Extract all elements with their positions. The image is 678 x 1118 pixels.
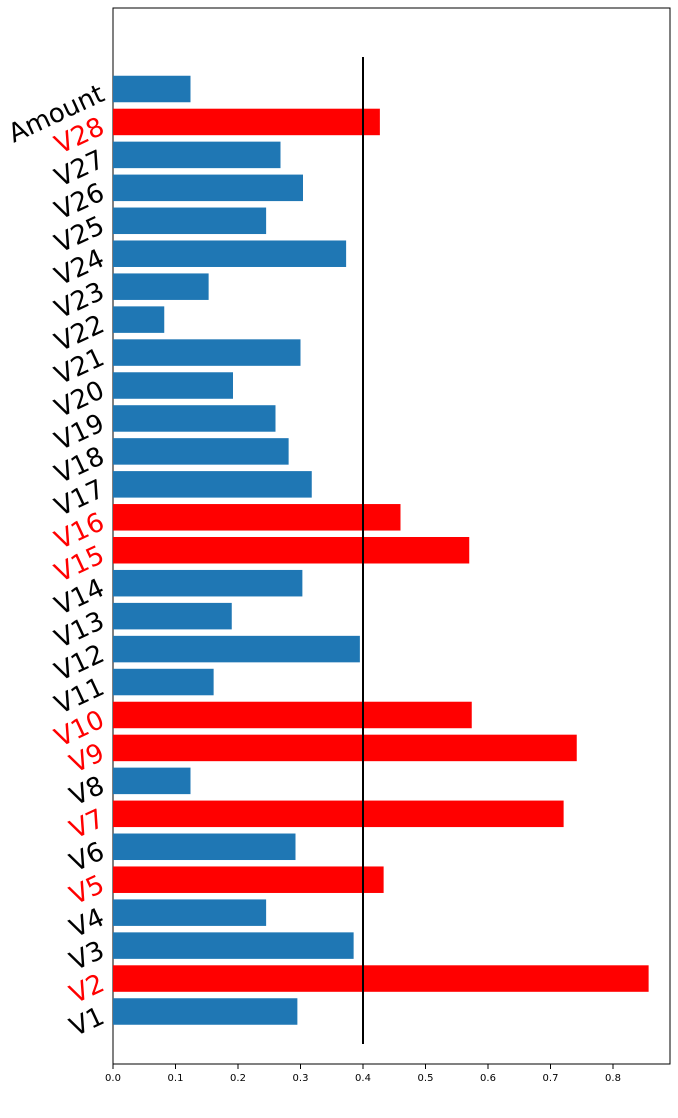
- x-tick-label: 0.4: [355, 1073, 371, 1084]
- bar-v13: [113, 602, 232, 630]
- category-label-v5: V5: [65, 870, 109, 912]
- x-tick-label: 0.7: [543, 1073, 559, 1084]
- x-tick-label: 0.3: [293, 1073, 309, 1084]
- x-tick-label: 0.6: [480, 1073, 496, 1084]
- bar-v12: [113, 635, 360, 663]
- category-label-v4: V4: [65, 903, 109, 945]
- bar-v23: [113, 273, 209, 300]
- bar-v17: [113, 471, 312, 498]
- bar-v16: [113, 504, 401, 531]
- bar-v10: [113, 701, 472, 729]
- bar-v11: [113, 668, 214, 696]
- bar-v27: [113, 141, 281, 169]
- x-tick-label: 0.5: [418, 1073, 434, 1084]
- bar-v25: [113, 207, 267, 235]
- bar-amount: [113, 75, 191, 103]
- category-label-v2: V2: [65, 969, 109, 1011]
- bar-v1: [113, 998, 298, 1025]
- bar-v19: [113, 405, 276, 432]
- bar-v8: [113, 767, 191, 795]
- bar-v5: [113, 866, 384, 893]
- bar-v24: [113, 240, 347, 267]
- bar-v20: [113, 372, 233, 399]
- category-label-v6: V6: [65, 837, 109, 879]
- bar-v21: [113, 339, 301, 366]
- bar-v26: [113, 174, 303, 202]
- bar-v14: [113, 569, 303, 597]
- bar-v28: [113, 108, 380, 136]
- bar-v3: [113, 932, 354, 959]
- x-tick-label: 0.8: [605, 1073, 621, 1084]
- bar-v15: [113, 537, 470, 564]
- bar-v18: [113, 438, 289, 465]
- bar-v6: [113, 833, 296, 861]
- category-label-v8: V8: [65, 771, 109, 813]
- category-label-v1: V1: [65, 1001, 109, 1043]
- bar-v4: [113, 899, 267, 926]
- category-labels-group: V1V2V3V4V5V6V7V8V9V10V11V12V13V14V15V16V…: [4, 79, 109, 1043]
- x-tick-label: 0.1: [168, 1073, 184, 1084]
- category-label-v3: V3: [65, 936, 109, 978]
- bar-v9: [113, 734, 577, 762]
- x-tick-label: 0.2: [230, 1073, 246, 1084]
- category-label-v7: V7: [65, 804, 109, 846]
- x-tick-label: 0.0: [105, 1073, 121, 1084]
- bar-v22: [113, 306, 165, 333]
- bar-v2: [113, 965, 649, 992]
- x-axis: 0.0 0.1 0.2 0.3 0.4 0.5 0.6 0.7 0.8: [105, 1064, 621, 1084]
- bar-v7: [113, 800, 564, 828]
- bars-group: [113, 75, 649, 1025]
